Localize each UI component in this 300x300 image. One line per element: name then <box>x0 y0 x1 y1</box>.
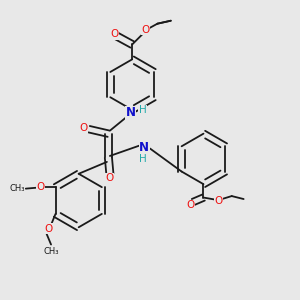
Text: O: O <box>106 173 114 183</box>
Text: CH₃: CH₃ <box>9 184 25 193</box>
Text: O: O <box>45 224 53 234</box>
Text: CH₃: CH₃ <box>44 247 59 256</box>
Text: O: O <box>141 25 150 34</box>
Text: O: O <box>214 196 223 206</box>
Text: H: H <box>139 106 146 116</box>
Text: O: O <box>37 182 45 192</box>
Text: N: N <box>126 106 136 119</box>
Text: O: O <box>110 29 118 39</box>
Text: O: O <box>186 200 194 210</box>
Text: H: H <box>139 154 146 164</box>
Text: O: O <box>79 123 87 133</box>
Text: N: N <box>139 140 149 154</box>
